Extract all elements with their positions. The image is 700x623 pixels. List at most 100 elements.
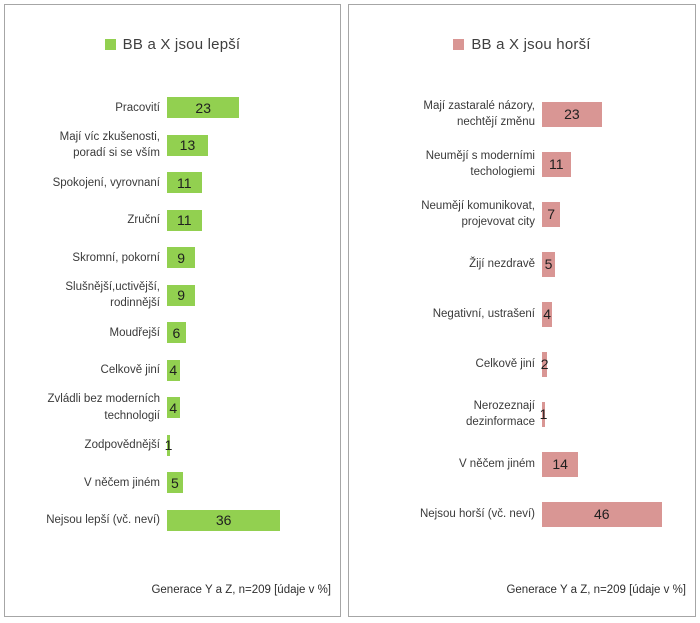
bar: 4 [167,359,180,381]
value-label: 11 [177,212,192,229]
category-label: Spokojení, vyrovnaní [52,176,160,189]
value-label: 9 [177,249,186,266]
category-label: V něčem jiném [458,457,535,470]
category-label: Negativní, ustrašení [432,307,535,320]
bar-row: Skromní, pokorní 9 [5,239,340,277]
category-label: Celkově jiní [475,357,535,370]
category-label: Zvládli bez moderních technologií [47,393,161,422]
bar-row: Celkově jiní 2 [349,339,695,389]
bar-area: 4 [542,301,695,327]
value-label: 23 [195,99,212,116]
bar: 2 [540,351,549,377]
bar-row: Pracovití 23 [5,89,340,127]
bar: 23 [542,101,602,127]
bar-area: 5 [542,251,695,277]
bar: 5 [542,251,555,277]
bar: 14 [542,451,579,477]
value-label: 1 [539,406,548,422]
bar: 4 [167,397,180,419]
bar-area: 9 [167,247,340,269]
bar-rows-worse: Mají zastaralé názory, nechtějí změnu 23 N… [349,89,695,539]
bar: 1 [539,401,548,427]
bar: 36 [167,509,281,531]
category-label: Mají zastaralé názory, nechtějí změnu [423,99,535,128]
value-label: 14 [552,456,568,472]
bar: 5 [167,472,183,494]
legend-color-swatch-pink [453,38,465,50]
category-label: Žijí nezdravě [469,257,535,270]
bar-area: 9 [167,284,340,306]
bar-area: 2 [540,351,695,377]
bar-area: 5 [167,472,340,494]
category-label: Neumějí s moderními techologiemi [425,149,535,178]
value-label: 36 [215,512,232,529]
category-label: Moudřejší [109,326,161,339]
value-label: 23 [564,106,580,122]
bar-row: Spokojení, vyrovnaní 11 [5,164,340,202]
bar: 13 [167,134,208,156]
bar-row: Nejsou lepší (vč. neví) 36 [5,502,340,540]
bar: 9 [167,247,196,269]
bar-row: V něčem jiném 5 [5,464,340,502]
bar-area: 46 [542,501,695,527]
bar-row: Mají zastaralé názory, nechtějí změnu 23 [349,89,695,139]
category-label: Pracovití [115,101,160,114]
bar-row: Zodpovědnější 1 [5,427,340,465]
bar: 46 [542,501,662,527]
chart-panel-better: BB a X jsou lepší Pracovití 23 Mají víc zk… [4,4,341,617]
value-label: 5 [544,256,553,272]
bar-area: 1 [164,434,340,456]
bar-area: 36 [167,509,340,531]
legend-label: BB a X jsou lepší [122,35,241,53]
value-label: 11 [549,156,564,172]
value-label: 1 [164,437,173,454]
legend-worse: BB a X jsou horší [349,35,695,53]
value-label: 2 [540,356,549,372]
category-label: Celkově jiní [100,364,160,377]
bar-area: 4 [167,359,340,381]
bar: 1 [164,434,173,456]
bar-rows-better: Pracovití 23 Mají víc zkušenosti, poradí s… [5,89,340,539]
bar: 6 [167,322,186,344]
bar-row: Moudřejší 6 [5,314,340,352]
value-label: 46 [594,506,610,522]
legend-label: BB a X jsou horší [471,35,591,53]
bar-row: Celkově jiní 4 [5,352,340,390]
category-label: Skromní, pokorní [72,251,160,264]
bar-row: Neumějí komunikovat, projevovat city 7 [349,189,695,239]
category-label: Zodpovědnější [84,439,160,452]
legend-better: BB a X jsou lepší [5,35,340,53]
bar: 11 [542,151,571,177]
chart-panel-worse: BB a X jsou horší Mají zastaralé názory,… [348,4,696,617]
bar-row: Zruční 11 [5,202,340,240]
value-label: 7 [547,206,555,222]
bar-area: 11 [167,172,340,194]
category-label: Zruční [127,214,160,227]
bar-area: 13 [167,134,340,156]
bar-row: Negativní, ustrašení 4 [349,289,695,339]
bar-row: Nerozeznají dezinformace 1 [349,389,695,439]
bar: 11 [167,172,202,194]
bar: 9 [167,284,196,306]
category-label: Nejsou lepší (vč. neví) [46,514,160,527]
bar-row: Nejsou horší (vč. neví) 46 [349,489,695,539]
category-label: Neumějí komunikovat, projevovat city [421,199,535,228]
category-label: Mají víc zkušenosti, poradí si se vším [59,130,160,160]
bar-area: 11 [542,151,695,177]
chart-footnote: Generace Y a Z, n=209 [údaje v %] [506,584,686,596]
bar: 11 [167,209,202,231]
category-label: V něčem jiném [83,476,160,489]
value-label: 11 [177,174,192,191]
bar-area: 23 [167,97,340,119]
bar-area: 4 [167,397,340,419]
bar: 7 [542,201,561,227]
bar-row: Slušnější,uctivější, rodinnější 9 [5,277,340,315]
category-label: Slušnější,uctivější, rodinnější [65,280,160,310]
bar-area: 14 [542,451,695,477]
bar-area: 1 [539,401,695,427]
bar-row: V něčem jiném 14 [349,439,695,489]
value-label: 13 [179,137,196,154]
bar-row: Mají víc zkušenosti, poradí si se vším 13 [5,127,340,165]
bar-area: 11 [167,209,340,231]
legend-color-swatch-green [104,38,116,50]
